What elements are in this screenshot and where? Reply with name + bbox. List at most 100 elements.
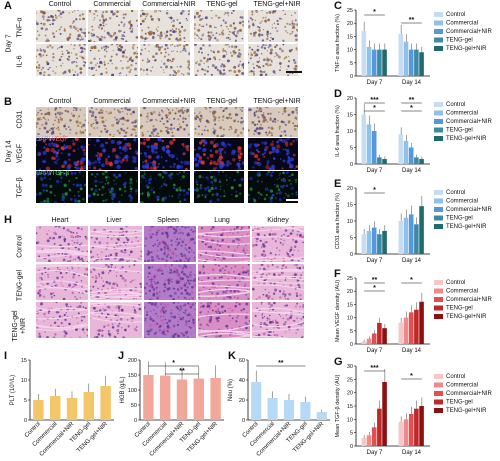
y-tick-label-E-15: 15: [347, 203, 353, 209]
ihc-tile-tnf-control: [36, 10, 86, 42]
bar-F-0-3: [377, 322, 382, 344]
legend-swatch-C-3: [434, 37, 443, 43]
bar-D-1-1: [403, 140, 409, 164]
sig-label-C-0: *: [373, 9, 376, 16]
y-tick-label-I-5: 5: [24, 398, 27, 404]
he-tile-control-liver: [90, 226, 142, 262]
legend-swatch-F-3: [434, 305, 443, 311]
x-tick-label-I-4: TENG-gel+NIR: [76, 421, 109, 454]
chart-d-il6: 0 5 10 15 20 IL-6 area fraction (%) Day 7 Day 1…: [335, 96, 493, 174]
ihc-tile-il6-teng-gel: [194, 44, 244, 76]
bar-C-1-0: [398, 33, 404, 76]
header-commercial-a: Commercial: [93, 1, 131, 8]
bar-K-4: [316, 412, 327, 420]
fluor-tile-vegf-teng-gel-nir: [248, 138, 298, 170]
y-tick-label-D-5: 5: [350, 146, 353, 152]
x-tick-label-D-0: Day 7: [367, 168, 383, 174]
bar-F-0-1: [366, 338, 372, 344]
bar-G-0-3: [377, 408, 382, 446]
stain-label-vegf: DAPI/VEGF: [36, 137, 69, 143]
bar-K-3: [300, 402, 311, 420]
y-tick-label-J-50: 50: [131, 403, 137, 409]
legend-swatch-E-1: [434, 198, 443, 204]
bar-D-0-4: [382, 159, 387, 164]
legend-swatch-G-0: [434, 374, 443, 379]
row-label-h-teng-nir: TENG-gel +NIR: [12, 310, 27, 342]
bar-E-0-3: [377, 234, 382, 254]
row-label-tgf: TGF-β: [16, 177, 24, 198]
y-tick-label-I-15: 15: [21, 358, 27, 364]
x-tick-label-F-1: Day 14: [402, 348, 422, 354]
scale-bar-b: [286, 199, 302, 201]
y-tick-label-F-25: 25: [347, 276, 353, 282]
legend-label-G-3: TENG-gel: [446, 400, 473, 406]
ihc-tile-cd31-commercial: [88, 107, 138, 137]
legend-label-E-0: Control: [446, 190, 465, 196]
bar-D-1-3: [414, 157, 419, 164]
header-spleen: Spleen: [157, 217, 179, 224]
legend-label-C-2: Commercial+NIR: [446, 29, 493, 35]
bar-G-1-1: [403, 419, 409, 446]
bar-G-1-3: [414, 408, 419, 446]
fluor-tile-tgf-control: [36, 171, 86, 203]
legend-swatch-D-2: [434, 119, 443, 124]
bar-G-1-0: [398, 422, 404, 446]
legend-swatch-F-2: [434, 297, 443, 302]
legend-label-G-0: Control: [446, 374, 465, 380]
panel-label-d: D: [334, 88, 342, 100]
panel-label-k: K: [228, 350, 236, 362]
bar-C-1-2: [408, 49, 414, 76]
fluor-tile-tgf-teng-gel-nir: [248, 171, 298, 203]
bar-C-0-3: [377, 49, 382, 76]
bar-F-0-2: [371, 333, 377, 344]
y-tick-label-D-20: 20: [347, 96, 353, 102]
legend-label-F-4: TENG-gel+NIR: [446, 314, 487, 320]
chart-c-tnf: 0 5 10 15 20 25 TNF-α area fraction (%) Day 7 Da…: [335, 8, 493, 86]
panel-label-f: F: [334, 268, 341, 280]
bar-J-0: [143, 375, 154, 420]
bar-I-4: [100, 386, 111, 420]
y-tick-label-E-20: 20: [347, 186, 353, 192]
sig-label-D-2: **: [409, 97, 415, 104]
header-commercial-b: Commercial: [93, 98, 131, 105]
he-tile-teng-gel-spleen: [144, 264, 196, 300]
bar-F-1-3: [414, 309, 419, 344]
bar-I-0: [33, 400, 44, 420]
legend-swatch-E-2: [434, 207, 443, 212]
bar-C-0-2: [371, 49, 377, 76]
y-tick-label-F-15: 15: [347, 302, 353, 308]
y-label-C: TNF-α area fraction (%): [335, 14, 341, 72]
legend-swatch-C-2: [434, 29, 443, 34]
ihc-tile-tnf-commercial-nir: [140, 10, 190, 42]
y-label-F: Mean VEGF density (AU): [335, 280, 341, 342]
legend-swatch-C-1: [434, 20, 443, 26]
x-tick-label-G-1: Day 14: [402, 450, 422, 456]
legend-swatch-C-0: [434, 12, 443, 17]
sig-label-J-0: *: [172, 360, 175, 367]
bar-K-2: [283, 400, 295, 420]
header-kidney: Kidney: [267, 217, 289, 224]
fluor-tile-tgf-teng-gel: [194, 171, 244, 203]
he-tile-teng-gel-liver: [90, 264, 142, 300]
header-lung: Lung: [214, 217, 230, 224]
panel-label-b: B: [4, 96, 12, 108]
legend-swatch-G-2: [434, 391, 443, 396]
legend-swatch-F-4: [434, 314, 443, 319]
sig-label-E-0: *: [373, 187, 376, 194]
y-tick-label-F-10: 10: [347, 316, 353, 322]
bar-G-1-2: [408, 414, 414, 446]
y-tick-label-C-25: 25: [347, 8, 353, 14]
bar-C-0-4: [382, 49, 387, 76]
y-tick-label-I-0: 0: [24, 418, 27, 424]
y-tick-label-E-0: 0: [350, 252, 353, 258]
y-tick-label-J-0: 0: [134, 418, 137, 424]
y-tick-label-E-10: 10: [347, 219, 353, 225]
he-tile-teng-gel-nir-heart: [36, 302, 88, 338]
y-tick-label-E-5: 5: [350, 236, 353, 242]
panel-label-a: A: [4, 0, 12, 12]
bar-D-0-0: [361, 114, 367, 164]
ihc-tile-cd31-teng-gel-nir: [248, 107, 298, 137]
row-label-h-control: Control: [16, 235, 24, 258]
header-teng-gel-nir-a: TENG-gel+NIR: [253, 1, 301, 8]
stain-label-tgf: DAPI/TGF-β: [36, 171, 70, 177]
